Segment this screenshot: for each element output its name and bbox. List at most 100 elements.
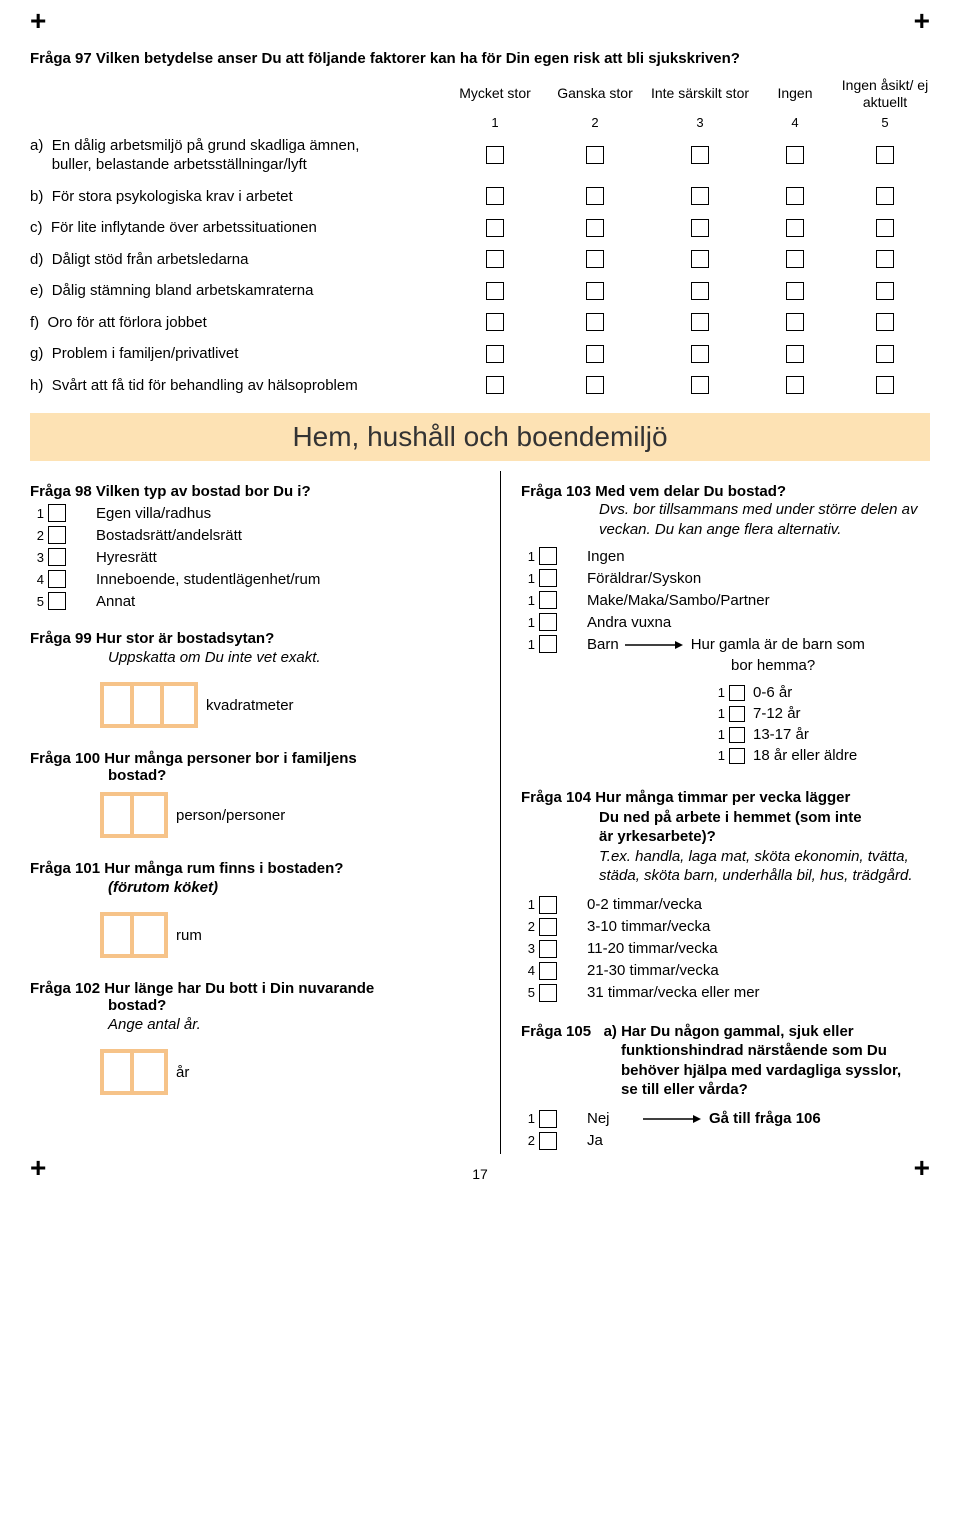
q97-g-1[interactable] [486,345,504,363]
q97-e-5[interactable] [876,282,894,300]
q97-c-4[interactable] [786,219,804,237]
q103-opt-1[interactable] [539,547,557,565]
q97-d-5[interactable] [876,250,894,268]
q103-age-num: 1 [711,748,725,763]
q97-e-3[interactable] [691,282,709,300]
q103-opt-2[interactable] [539,569,557,587]
q97-d-2[interactable] [586,250,604,268]
q97-b-2[interactable] [586,187,604,205]
q98-opt-label: Annat [96,593,135,610]
q97-b-5[interactable] [876,187,894,205]
q97-g-3[interactable] [691,345,709,363]
q98-opt-3[interactable] [48,548,66,566]
q104-opt-2[interactable] [539,918,557,936]
crop-mark: + [914,1152,930,1184]
q101-input[interactable] [100,912,168,958]
q97-b-3[interactable] [691,187,709,205]
q103-age-1[interactable] [729,685,745,701]
q104-opt-label: 21-30 timmar/vecka [587,962,719,979]
q97-title: Fråga 97 Vilken betydelse anser Du att f… [30,50,930,67]
q97-g-4[interactable] [786,345,804,363]
q97-row-h: h) Svårt att få tid för behandling av hä… [30,370,445,402]
q103-opt-4[interactable] [539,613,557,631]
q103-opt-label: Andra vuxna [587,614,671,631]
q97-c-3[interactable] [691,219,709,237]
q103-opt-5[interactable] [539,635,557,653]
q97-row-g: g) Problem i familjen/privatlivet [30,338,445,370]
q97-g-2[interactable] [586,345,604,363]
q97-c-2[interactable] [586,219,604,237]
q98-opt-label: Inneboende, studentlägenhet/rum [96,571,320,588]
q103-age-num: 1 [711,706,725,721]
q98-opt-label: Bostadsrätt/andelsrätt [96,527,242,544]
q103-age-num: 1 [711,727,725,742]
q103-opt-num: 1 [521,549,535,564]
q102-unit: år [176,1064,189,1081]
q97-num-5: 5 [835,115,935,130]
q105-opt-num: 1 [521,1111,535,1126]
q97-e-2[interactable] [586,282,604,300]
q97-header-1: Mycket stor [445,85,545,106]
q97-a-4[interactable] [786,146,804,164]
q100-input[interactable] [100,792,168,838]
q104-opt-5[interactable] [539,984,557,1002]
q100-unit: person/personer [176,807,285,824]
q97-f-4[interactable] [786,313,804,331]
q97-h-2[interactable] [586,376,604,394]
q97-e-4[interactable] [786,282,804,300]
q98-opt-4[interactable] [48,570,66,588]
q100-title: Fråga 100 Hur många personer bor i famil… [30,750,480,784]
q105-opt-1[interactable] [539,1110,557,1128]
q98-opt-5[interactable] [48,592,66,610]
q103-age-label: 18 år eller äldre [753,747,857,764]
q97-h-1[interactable] [486,376,504,394]
q97-f-1[interactable] [486,313,504,331]
q103-opt-3[interactable] [539,591,557,609]
q97-f-3[interactable] [691,313,709,331]
q99-input[interactable] [100,682,198,728]
q104-opt-label: 0-2 timmar/vecka [587,896,702,913]
q103-barn-text2: bor hemma? [731,657,815,674]
q105-skip-text: Gå till fråga 106 [709,1110,821,1127]
q97-c-1[interactable] [486,219,504,237]
q97-d-1[interactable] [486,250,504,268]
q98-opt-1[interactable] [48,504,66,522]
page-number: 17 [472,1166,488,1182]
q104-opt-1[interactable] [539,896,557,914]
q97-h-4[interactable] [786,376,804,394]
q99-title: Fråga 99 Hur stor är bostadsytan? [30,630,480,647]
q97-f-2[interactable] [586,313,604,331]
q97-c-5[interactable] [876,219,894,237]
q97-a-2[interactable] [586,146,604,164]
q97-a-3[interactable] [691,146,709,164]
q102-input[interactable] [100,1049,168,1095]
q97-num-3: 3 [645,115,755,130]
q97-a-1[interactable] [486,146,504,164]
q98-opt-2[interactable] [48,526,66,544]
arrow-icon [625,636,685,653]
q105-opt-2[interactable] [539,1132,557,1150]
q97-b-4[interactable] [786,187,804,205]
q97-d-4[interactable] [786,250,804,268]
q97-h-3[interactable] [691,376,709,394]
q104-opt-label: 31 timmar/vecka eller mer [587,984,760,1001]
q103-age-4[interactable] [729,748,745,764]
q97-h-5[interactable] [876,376,894,394]
q98-title: Fråga 98 Vilken typ av bostad bor Du i? [30,483,480,500]
q104-opt-4[interactable] [539,962,557,980]
section-banner: Hem, hushåll och boendemiljö [30,413,930,461]
q97-num-1: 1 [445,115,545,130]
q97-g-5[interactable] [876,345,894,363]
q98-opt-num: 3 [30,550,44,565]
q103-age-3[interactable] [729,727,745,743]
q97-a-5[interactable] [876,146,894,164]
q97-d-3[interactable] [691,250,709,268]
q97-b-1[interactable] [486,187,504,205]
q103-opt-label: Barn [587,636,619,653]
q97-f-5[interactable] [876,313,894,331]
q97-e-1[interactable] [486,282,504,300]
q104-title: Fråga 104 Hur många timmar per vecka läg… [521,788,930,847]
q104-opt-3[interactable] [539,940,557,958]
q103-age-2[interactable] [729,706,745,722]
q97-header-2: Ganska stor [545,85,645,106]
